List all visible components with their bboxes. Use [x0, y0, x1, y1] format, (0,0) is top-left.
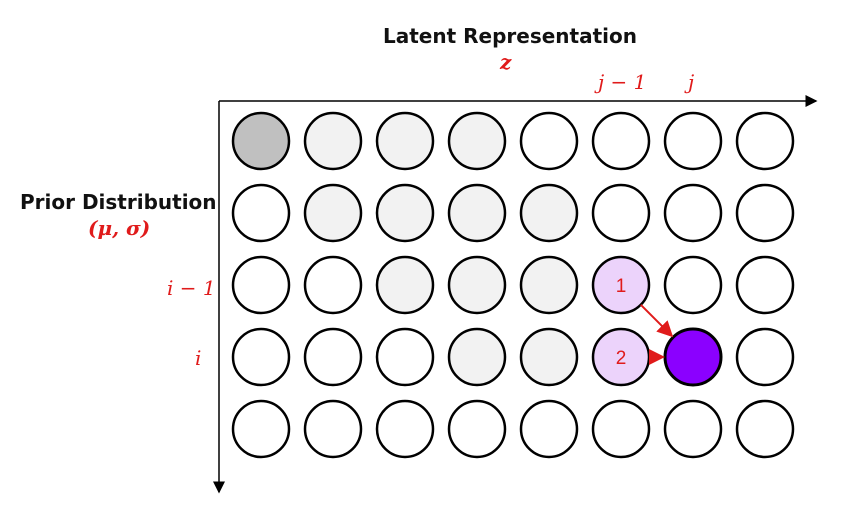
node-empty-r3-c2 [375, 327, 435, 387]
node-empty-r0-c4 [519, 111, 579, 171]
node-neighbor-r2-c5 [591, 255, 651, 315]
node-empty-r0-c5 [591, 111, 651, 171]
node-visited-r3-c3 [447, 327, 507, 387]
row-label-i: i [195, 346, 202, 370]
col-label-j: j [688, 70, 695, 94]
node-empty-r2-c6 [663, 255, 723, 315]
node-empty-r4-c3 [447, 399, 507, 459]
node-empty-r4-c1 [303, 399, 363, 459]
node-current-r3-c6 [663, 327, 723, 387]
node-visited-r2-c4 [519, 255, 579, 315]
z-label: z [500, 50, 512, 74]
node-number-label: 1 [616, 276, 627, 297]
node-visited-r1-c3 [447, 183, 507, 243]
node-empty-r4-c2 [375, 399, 435, 459]
node-start-r0-c0 [231, 111, 291, 171]
node-empty-r4-c6 [663, 399, 723, 459]
node-visited-r3-c4 [519, 327, 579, 387]
row-axis-title: Prior Distribution [20, 190, 217, 214]
node-empty-r1-c6 [663, 183, 723, 243]
node-empty-r3-c0 [231, 327, 291, 387]
diagram-title: Latent Representation [383, 24, 637, 48]
node-visited-r2-c2 [375, 255, 435, 315]
node-empty-r4-c7 [735, 399, 795, 459]
node-number-label: 2 [616, 348, 627, 369]
node-empty-r3-c7 [735, 327, 795, 387]
node-empty-r1-c7 [735, 183, 795, 243]
node-empty-r4-c0 [231, 399, 291, 459]
node-visited-r1-c2 [375, 183, 435, 243]
node-visited-r1-c4 [519, 183, 579, 243]
node-empty-r4-c5 [591, 399, 651, 459]
node-visited-r1-c1 [303, 183, 363, 243]
transition-arrow-1 [640, 304, 674, 338]
col-label-j-minus-1: j − 1 [598, 70, 647, 94]
node-empty-r3-c1 [303, 327, 363, 387]
node-empty-r0-c7 [735, 111, 795, 171]
row-axis-subtitle: (μ, σ) [88, 216, 151, 240]
node-empty-r2-c1 [303, 255, 363, 315]
node-visited-r0-c1 [303, 111, 363, 171]
node-empty-r4-c4 [519, 399, 579, 459]
node-visited-r0-c3 [447, 111, 507, 171]
node-visited-r0-c2 [375, 111, 435, 171]
node-empty-r2-c7 [735, 255, 795, 315]
node-empty-r2-c0 [231, 255, 291, 315]
node-empty-r1-c5 [591, 183, 651, 243]
node-empty-r1-c0 [231, 183, 291, 243]
node-empty-r0-c6 [663, 111, 723, 171]
row-label-i-minus-1: i − 1 [167, 276, 216, 300]
node-visited-r2-c3 [447, 255, 507, 315]
